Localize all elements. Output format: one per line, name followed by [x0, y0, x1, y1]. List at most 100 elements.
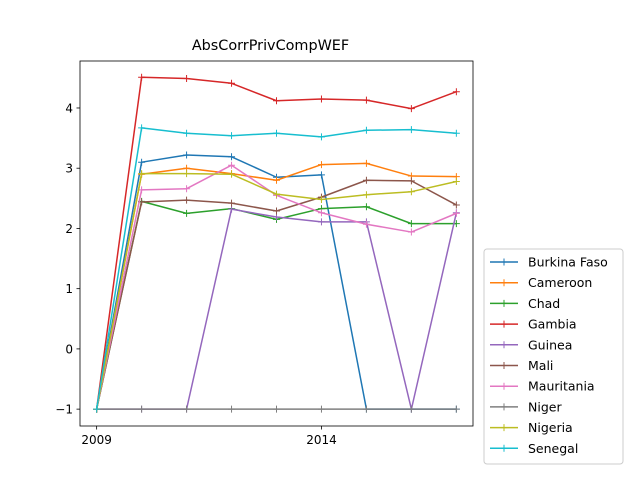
- legend-marker-mauritania: [500, 382, 508, 390]
- series-line-gambia: [95, 76, 457, 410]
- legend-label-cameroon: Cameroon: [528, 275, 592, 290]
- data-point-burkina-faso: [138, 158, 146, 166]
- legend-label-senegal: Senegal: [528, 441, 578, 456]
- series-mali: [93, 176, 460, 413]
- legend: Burkina Faso Cameroon Chad Gambia Guinea Mali…: [483, 248, 624, 465]
- data-point-burkina-faso: [317, 171, 325, 179]
- data-point-chad: [407, 220, 415, 228]
- x-tick-label: 2009: [81, 433, 112, 447]
- y-tick-label: 3: [65, 162, 73, 176]
- data-point-gambia: [317, 95, 325, 103]
- data-point-mauritania: [317, 209, 325, 217]
- legend-marker-gambia: [500, 320, 508, 328]
- data-point-senegal: [183, 129, 191, 137]
- legend-label-gambia: Gambia: [528, 317, 577, 332]
- legend-label-chad: Chad: [528, 296, 560, 311]
- legend-label-mali: Mali: [528, 358, 553, 373]
- series-mauritania: [93, 161, 460, 413]
- legend-item-mali: Mali: [490, 358, 553, 373]
- data-point-mali: [273, 207, 280, 215]
- plot-frame: [79, 60, 474, 427]
- legend-label-nigeria: Nigeria: [528, 420, 573, 435]
- data-point-guinea: [273, 213, 280, 221]
- data-point-guinea: [228, 205, 236, 213]
- series-layer: [93, 73, 460, 413]
- legend-item-guinea: Guinea: [490, 337, 572, 352]
- legend-marker-niger: [500, 403, 508, 411]
- x-axis: 2009 2014: [81, 426, 337, 447]
- legend-marker-chad: [500, 299, 508, 307]
- data-point-senegal: [138, 124, 146, 132]
- y-tick-label: 2: [65, 222, 73, 236]
- data-point-gambia: [228, 79, 236, 87]
- legend-label-burkina-faso: Burkina Faso: [528, 255, 608, 270]
- data-point-cameroon: [317, 161, 325, 169]
- data-point-nigeria: [273, 190, 280, 198]
- legend-item-gambia: Gambia: [490, 317, 577, 332]
- data-point-gambia: [183, 74, 191, 82]
- data-point-burkina-faso: [228, 153, 236, 161]
- data-point-chad: [183, 209, 191, 217]
- data-point-nigeria: [452, 177, 460, 185]
- legend-item-burkina-faso: Burkina Faso: [490, 255, 608, 270]
- data-point-senegal: [362, 126, 370, 134]
- data-point-niger: [452, 405, 460, 413]
- data-point-nigeria: [362, 191, 370, 199]
- legend-marker-mali: [500, 362, 508, 369]
- data-point-niger: [407, 405, 415, 413]
- data-point-niger: [138, 405, 146, 413]
- legend-marker-nigeria: [500, 424, 508, 432]
- data-point-senegal: [228, 132, 236, 140]
- data-point-niger: [317, 405, 325, 413]
- y-tick-label: 4: [65, 101, 73, 115]
- legend-item-cameroon: Cameroon: [490, 275, 592, 290]
- data-point-gambia: [407, 105, 415, 113]
- data-point-niger: [183, 405, 191, 413]
- data-point-senegal: [93, 405, 101, 413]
- data-point-nigeria: [407, 188, 415, 196]
- legend-item-chad: Chad: [490, 296, 560, 311]
- data-point-mauritania: [407, 228, 415, 236]
- series-line-guinea: [96, 208, 458, 410]
- series-senegal: [93, 124, 460, 413]
- chart-title: AbsCorrPrivCompWEF: [192, 38, 349, 54]
- data-point-guinea: [317, 218, 325, 226]
- y-tick-label: −1: [55, 403, 73, 417]
- y-axis: −1 0 1 2 3 4: [55, 101, 80, 417]
- series-guinea: [93, 205, 460, 413]
- data-point-mauritania: [452, 209, 460, 217]
- series-niger: [93, 405, 460, 413]
- series-gambia: [93, 73, 460, 413]
- data-point-mauritania: [138, 186, 146, 194]
- legend-marker-burkina-faso: [500, 258, 508, 266]
- data-point-mali: [183, 196, 191, 204]
- data-point-nigeria: [228, 170, 236, 178]
- data-point-niger: [362, 405, 370, 413]
- data-point-senegal: [452, 129, 460, 137]
- data-point-mauritania: [362, 220, 370, 228]
- data-point-gambia: [452, 88, 460, 96]
- data-point-gambia: [138, 73, 146, 81]
- data-point-niger: [228, 405, 236, 413]
- legend-label-mauritania: Mauritania: [528, 379, 595, 394]
- legend-marker-guinea: [500, 341, 508, 349]
- legend-item-nigeria: Nigeria: [490, 420, 573, 435]
- data-point-cameroon: [273, 176, 280, 184]
- data-point-nigeria: [317, 196, 325, 204]
- data-point-mali: [228, 199, 236, 207]
- data-point-mali: [362, 176, 370, 184]
- data-point-chad: [362, 203, 370, 211]
- data-point-senegal: [407, 126, 415, 134]
- series-line-senegal: [95, 127, 457, 410]
- legend-box: [483, 248, 624, 465]
- data-point-niger: [273, 405, 280, 413]
- legend-item-mauritania: Mauritania: [490, 379, 595, 394]
- data-point-mauritania: [228, 161, 236, 169]
- legend-item-niger: Niger: [490, 399, 562, 414]
- data-point-mauritania: [183, 185, 191, 193]
- series-line-chad: [95, 200, 457, 410]
- data-point-gambia: [273, 97, 280, 105]
- data-point-senegal: [273, 129, 280, 137]
- data-point-burkina-faso: [183, 151, 191, 159]
